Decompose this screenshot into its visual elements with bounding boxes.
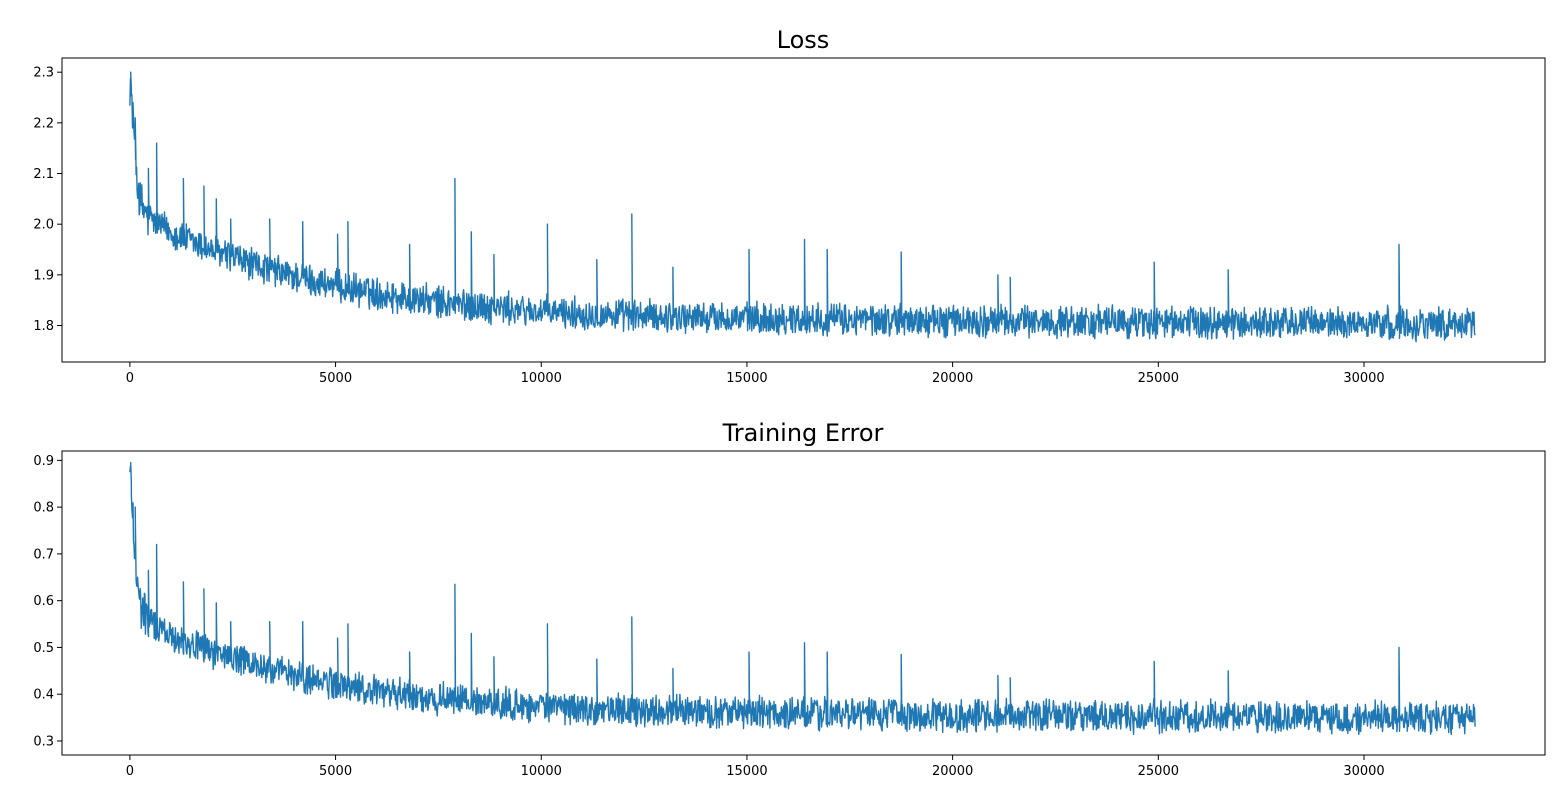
- chart-title: Loss: [777, 26, 830, 54]
- plot-area: 0 5000 10000 15000 20000 25000 30000 0.3 0.4 0.5 0…: [33, 450, 1546, 779]
- x-tick-label: 15000: [726, 371, 767, 386]
- y-tick-label: 0.4: [33, 688, 54, 703]
- x-tick-label: 5000: [319, 764, 352, 779]
- x-tick-label: 25000: [1138, 371, 1179, 386]
- training-error-chart: Training Error 0 5000 10000 15000 20000 25000…: [33, 419, 1546, 779]
- plot-frame: [61, 450, 1546, 756]
- x-tick-label: 25000: [1138, 764, 1179, 779]
- y-tick-label: 0.3: [33, 734, 54, 749]
- y-tick-label: 1.8: [33, 319, 54, 334]
- y-tick-label: 0.6: [33, 594, 54, 609]
- loss-chart: Loss 0 5000 10000 15000 20000 25000 30000 1.8 1.…: [33, 26, 1546, 386]
- series-line: [129, 462, 1476, 736]
- x-tick-label: 10000: [521, 764, 562, 779]
- plot-frame: [61, 57, 1546, 363]
- x-tick-label: 15000: [726, 764, 767, 779]
- y-tick-label: 0.7: [33, 547, 54, 562]
- y-tick-label: 0.9: [33, 454, 54, 469]
- y-tick-label: 1.9: [33, 268, 54, 283]
- x-tick-label: 0: [126, 764, 134, 779]
- plot-area: 0 5000 10000 15000 20000 25000 30000 1.8 1.9 2.0 2…: [33, 57, 1546, 386]
- y-tick-label: 2.0: [33, 218, 54, 233]
- x-tick-label: 0: [126, 371, 134, 386]
- x-tick-label: 30000: [1343, 764, 1384, 779]
- y-tick-label: 0.5: [33, 641, 54, 656]
- series-line: [129, 71, 1476, 343]
- x-tick-label: 20000: [932, 764, 973, 779]
- chart-title: Training Error: [722, 419, 884, 447]
- x-tick-label: 5000: [319, 371, 352, 386]
- y-tick-label: 2.3: [33, 66, 54, 81]
- x-tick-label: 10000: [521, 371, 562, 386]
- y-tick-label: 2.2: [33, 116, 54, 131]
- y-tick-label: 0.8: [33, 501, 54, 516]
- y-tick-label: 2.1: [33, 167, 54, 182]
- x-tick-label: 30000: [1343, 371, 1384, 386]
- x-tick-label: 20000: [932, 371, 973, 386]
